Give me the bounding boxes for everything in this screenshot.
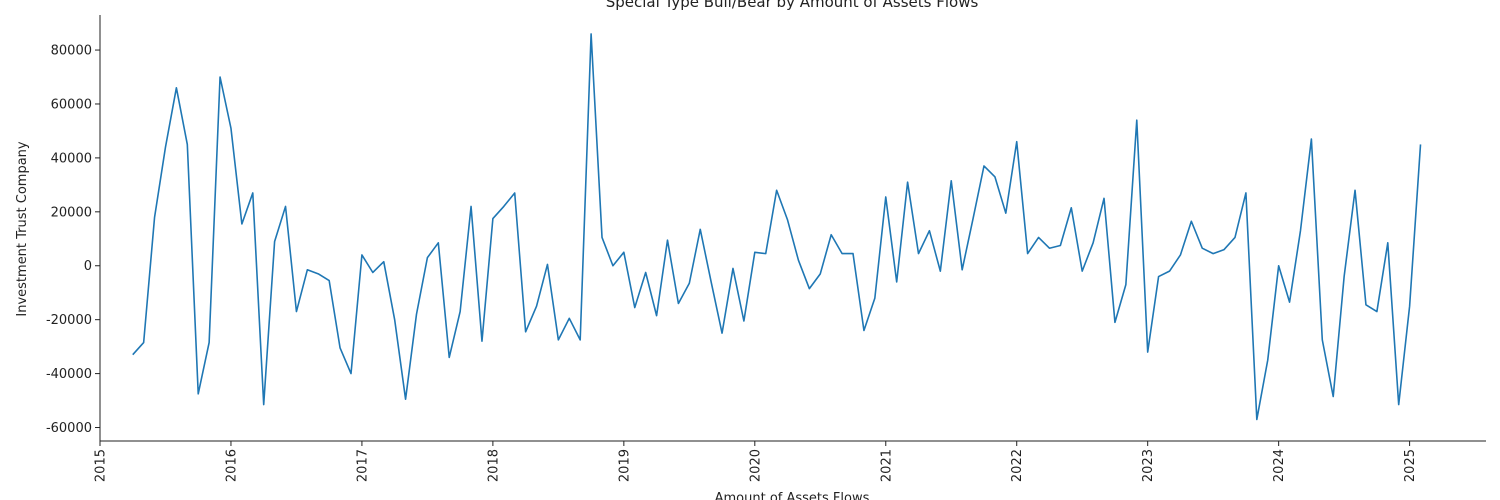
y-axis: -60000 -40000 -20000 0 20000 40000 60000 80000 (46, 15, 101, 441)
series-line (132, 33, 1422, 421)
y-tick-label: -20000 (46, 313, 92, 328)
y-tick-label: 40000 (51, 151, 92, 166)
y-axis-title: Investment Trust Company (15, 141, 30, 317)
x-tick-label: 2023 (1141, 449, 1156, 482)
x-tick-label: 2016 (224, 449, 239, 482)
x-tick-label: 2021 (879, 449, 894, 482)
x-axis-title: Amount of Assets Flows (715, 491, 870, 500)
x-tick-label: 2017 (355, 449, 370, 482)
plot-area (132, 33, 1422, 421)
x-tick-label: 2019 (617, 449, 632, 482)
y-tick-label: 80000 (51, 44, 92, 59)
x-tick-label: 2022 (1010, 449, 1025, 482)
y-tick-label: 60000 (51, 97, 92, 112)
x-axis: 2015 2016 2017 2018 2019 2020 2021 2022 2023 2024… (94, 440, 1486, 482)
y-tick-label: -60000 (46, 421, 92, 436)
y-tick-label: -40000 (46, 367, 92, 382)
y-tick-label: 0 (84, 259, 92, 274)
x-tick-label: 2015 (94, 449, 109, 482)
x-tick-label: 2020 (748, 449, 763, 482)
x-tick-label: 2024 (1272, 449, 1287, 482)
x-tick-label: 2025 (1403, 449, 1418, 482)
y-tick-label: 20000 (51, 205, 92, 220)
chart-title: Special Type Bull/Bear by Amount of Asse… (606, 0, 979, 11)
x-tick-label: 2018 (486, 449, 501, 482)
